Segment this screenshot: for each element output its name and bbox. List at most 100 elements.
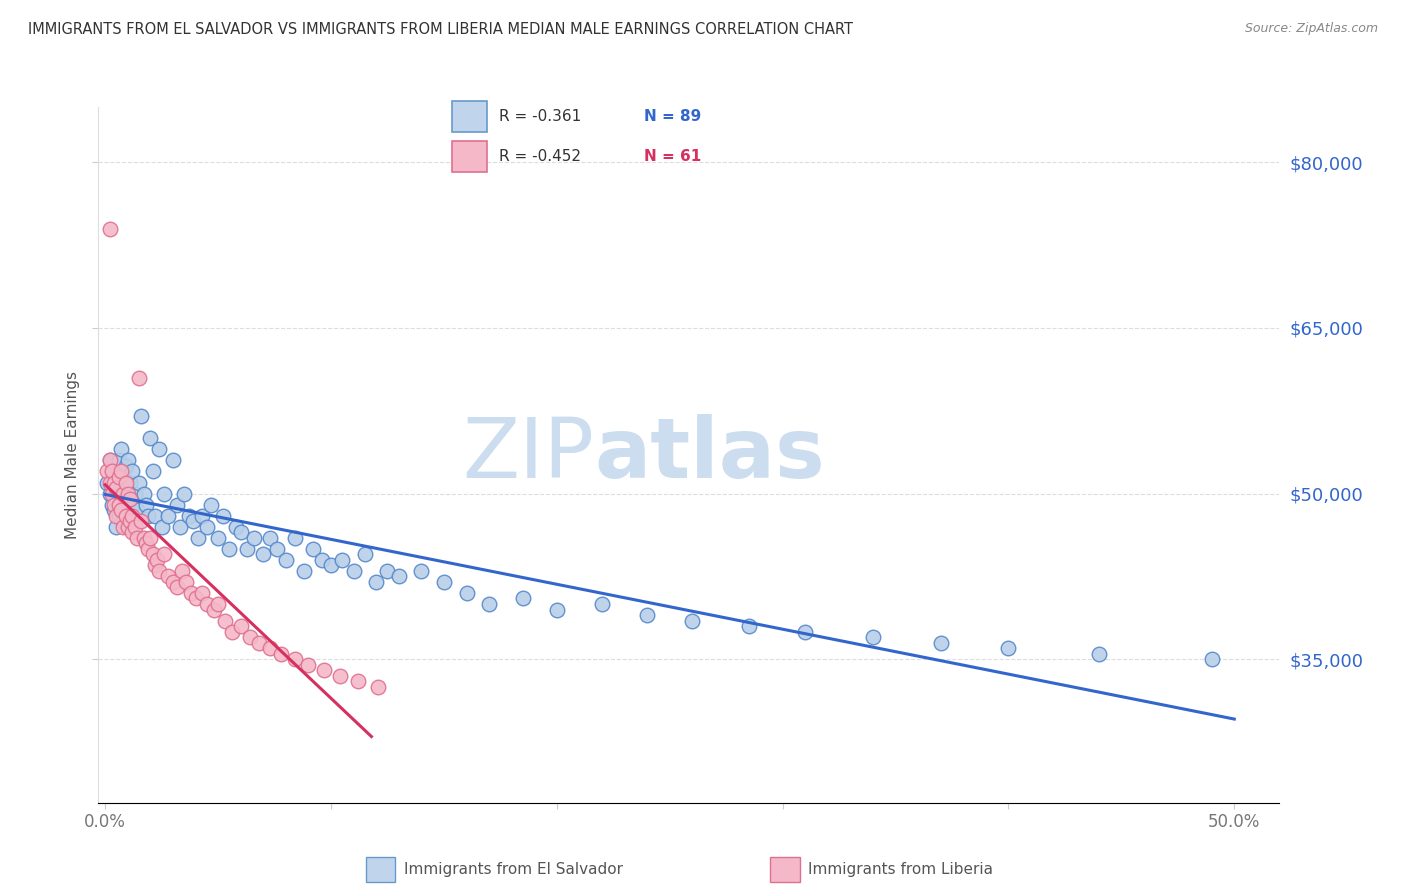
Point — [284, 531, 307, 545]
Point — [274, 553, 297, 567]
Point — [218, 541, 240, 556]
Point — [330, 553, 353, 567]
Point — [107, 508, 129, 523]
Point — [101, 498, 124, 512]
Point — [166, 498, 188, 512]
Point — [187, 531, 209, 545]
Point — [131, 514, 153, 528]
FancyBboxPatch shape — [451, 141, 486, 171]
Point — [311, 553, 333, 567]
Point — [150, 519, 173, 533]
Point — [546, 602, 568, 616]
Point — [103, 503, 125, 517]
Point — [121, 465, 143, 479]
Text: IMMIGRANTS FROM EL SALVADOR VS IMMIGRANTS FROM LIBERIA MEDIAN MALE EARNINGS CORR: IMMIGRANTS FROM EL SALVADOR VS IMMIGRANT… — [28, 22, 853, 37]
Point — [862, 630, 884, 644]
Point — [207, 531, 229, 545]
Bar — [366, 857, 395, 882]
Point — [211, 508, 233, 523]
Point — [112, 486, 135, 500]
Point — [153, 486, 176, 500]
Point — [221, 624, 243, 639]
Point — [135, 498, 157, 512]
Point — [195, 597, 218, 611]
Point — [177, 508, 200, 523]
Point — [207, 597, 229, 611]
Point — [170, 564, 193, 578]
Point — [377, 564, 399, 578]
Point — [162, 574, 184, 589]
Point — [117, 453, 139, 467]
Point — [297, 657, 319, 672]
Point — [1201, 652, 1223, 666]
Point — [247, 635, 270, 649]
Point — [98, 221, 121, 235]
Point — [191, 586, 214, 600]
Point — [176, 574, 198, 589]
Point — [98, 453, 121, 467]
Point — [110, 503, 132, 517]
Point — [148, 442, 170, 457]
Point — [96, 475, 118, 490]
Point — [200, 498, 222, 512]
Point — [117, 508, 139, 523]
Point — [302, 541, 325, 556]
Point — [105, 481, 128, 495]
Point — [142, 465, 165, 479]
Point — [319, 558, 342, 573]
Point — [98, 453, 121, 467]
Point — [229, 619, 252, 633]
Point — [112, 486, 135, 500]
Point — [146, 553, 169, 567]
Point — [128, 370, 150, 384]
Point — [107, 470, 129, 484]
Point — [110, 475, 132, 490]
Point — [259, 531, 281, 545]
FancyBboxPatch shape — [451, 102, 486, 132]
Point — [214, 614, 236, 628]
Point — [98, 475, 121, 490]
Point — [110, 465, 132, 479]
Point — [139, 531, 162, 545]
Point — [107, 481, 129, 495]
Point — [342, 564, 364, 578]
Point — [169, 519, 191, 533]
Text: R = -0.452: R = -0.452 — [499, 149, 581, 164]
Point — [236, 541, 259, 556]
Point — [112, 465, 135, 479]
Text: N = 61: N = 61 — [644, 149, 702, 164]
Point — [314, 663, 336, 677]
Point — [125, 503, 148, 517]
Point — [153, 547, 176, 561]
Text: Source: ZipAtlas.com: Source: ZipAtlas.com — [1244, 22, 1378, 36]
Y-axis label: Median Male Earnings: Median Male Earnings — [65, 371, 80, 539]
Point — [98, 486, 121, 500]
Point — [101, 465, 124, 479]
Point — [478, 597, 501, 611]
Point — [107, 453, 129, 467]
Text: Immigrants from El Salvador: Immigrants from El Salvador — [404, 863, 623, 877]
Point — [794, 624, 817, 639]
Point — [103, 498, 125, 512]
Point — [929, 635, 952, 649]
Point — [114, 475, 136, 490]
Point — [143, 508, 166, 523]
Point — [738, 619, 761, 633]
Point — [135, 536, 157, 550]
Point — [347, 674, 370, 689]
Text: R = -0.361: R = -0.361 — [499, 109, 581, 124]
Point — [284, 652, 307, 666]
Point — [105, 486, 128, 500]
Point — [105, 465, 128, 479]
Point — [128, 475, 150, 490]
Point — [105, 519, 128, 533]
Point — [101, 465, 124, 479]
Point — [411, 564, 433, 578]
Point — [157, 508, 180, 523]
Point — [132, 531, 155, 545]
Point — [259, 641, 281, 656]
Point — [118, 475, 141, 490]
Point — [121, 525, 143, 540]
Point — [124, 519, 146, 533]
Point — [118, 519, 141, 533]
